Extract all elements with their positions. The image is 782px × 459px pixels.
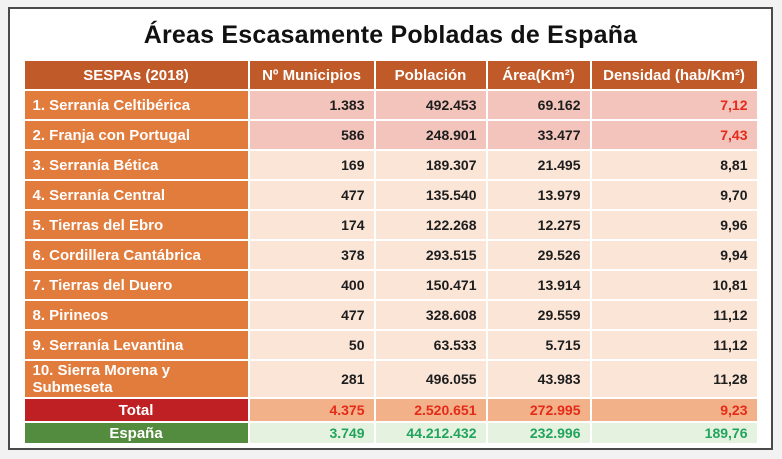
cell-area: 29.559 (487, 301, 590, 329)
table-row: 6. Cordillera Cantábrica 378 293.515 29.… (24, 241, 757, 269)
cell-area: 13.979 (487, 181, 590, 209)
cell-municipios: 586 (249, 121, 374, 149)
row-label: 3. Serranía Bética (24, 151, 248, 179)
cell-densidad: 9,96 (591, 211, 757, 239)
row-label: 8. Pirineos (24, 301, 248, 329)
cell-municipios: 1.383 (249, 91, 374, 119)
cell-densidad: 7,43 (591, 121, 757, 149)
table-row: 2. Franja con Portugal 586 248.901 33.47… (24, 121, 757, 149)
espana-poblacion: 44.212.432 (375, 423, 486, 443)
total-area: 272.995 (487, 399, 590, 421)
cell-poblacion: 293.515 (375, 241, 486, 269)
cell-poblacion: 189.307 (375, 151, 486, 179)
table-row: 8. Pirineos 477 328.608 29.559 11,12 (24, 301, 757, 329)
column-header-area: Área(Km²) (487, 61, 590, 89)
row-label: 9. Serranía Levantina (24, 331, 248, 359)
cell-municipios: 281 (249, 361, 374, 397)
espana-row: España 3.749 44.212.432 232.996 189,76 (24, 423, 757, 443)
cell-densidad: 11,28 (591, 361, 757, 397)
cell-poblacion: 150.471 (375, 271, 486, 299)
table-row: 9. Serranía Levantina 50 63.533 5.715 11… (24, 331, 757, 359)
table-row: 10. Sierra Morena y Submeseta 281 496.05… (24, 361, 757, 397)
page-title: Áreas Escasamente Pobladas de España (143, 21, 638, 49)
cell-municipios: 378 (249, 241, 374, 269)
row-label: 6. Cordillera Cantábrica (24, 241, 248, 269)
cell-densidad: 11,12 (591, 331, 757, 359)
total-municipios: 4.375 (249, 399, 374, 421)
cell-poblacion: 492.453 (375, 91, 486, 119)
cell-poblacion: 135.540 (375, 181, 486, 209)
espana-area: 232.996 (487, 423, 590, 443)
row-label: 1. Serranía Celtibérica (24, 91, 248, 119)
cell-densidad: 7,12 (591, 91, 757, 119)
cell-poblacion: 122.268 (375, 211, 486, 239)
cell-poblacion: 63.533 (375, 331, 486, 359)
header-row: SESPAs (2018) Nº Municipios Población Ár… (24, 61, 757, 89)
table-row: 5. Tierras del Ebro 174 122.268 12.275 9… (24, 211, 757, 239)
row-label: 5. Tierras del Ebro (24, 211, 248, 239)
cell-municipios: 477 (249, 301, 374, 329)
cell-municipios: 50 (249, 331, 374, 359)
table-row: 4. Serranía Central 477 135.540 13.979 9… (24, 181, 757, 209)
cell-poblacion: 328.608 (375, 301, 486, 329)
cell-area: 69.162 (487, 91, 590, 119)
cell-area: 5.715 (487, 331, 590, 359)
sespa-table: SESPAs (2018) Nº Municipios Población Ár… (22, 59, 759, 445)
cell-densidad: 9,70 (591, 181, 757, 209)
total-label: Total (24, 399, 248, 421)
espana-densidad: 189,76 (591, 423, 757, 443)
cell-area: 12.275 (487, 211, 590, 239)
row-label: 10. Sierra Morena y Submeseta (24, 361, 248, 397)
table-row: 3. Serranía Bética 169 189.307 21.495 8,… (24, 151, 757, 179)
cell-densidad: 8,81 (591, 151, 757, 179)
row-label: 7. Tierras del Duero (24, 271, 248, 299)
table-row: 7. Tierras del Duero 400 150.471 13.914 … (24, 271, 757, 299)
row-label: 2. Franja con Portugal (24, 121, 248, 149)
cell-area: 43.983 (487, 361, 590, 397)
column-header-densidad: Densidad (hab/Km²) (591, 61, 757, 89)
cell-area: 21.495 (487, 151, 590, 179)
cell-densidad: 9,94 (591, 241, 757, 269)
cell-area: 29.526 (487, 241, 590, 269)
table-row: 1. Serranía Celtibérica 1.383 492.453 69… (24, 91, 757, 119)
cell-poblacion: 248.901 (375, 121, 486, 149)
espana-label: España (24, 423, 248, 443)
cell-municipios: 400 (249, 271, 374, 299)
cell-densidad: 11,12 (591, 301, 757, 329)
cell-municipios: 477 (249, 181, 374, 209)
slide-frame: Áreas Escasamente Pobladas de España SES… (8, 7, 773, 450)
cell-poblacion: 496.055 (375, 361, 486, 397)
cell-densidad: 10,81 (591, 271, 757, 299)
cell-area: 13.914 (487, 271, 590, 299)
column-header-sespas: SESPAs (2018) (24, 61, 248, 89)
cell-area: 33.477 (487, 121, 590, 149)
cell-municipios: 174 (249, 211, 374, 239)
total-poblacion: 2.520.651 (375, 399, 486, 421)
column-header-poblacion: Población (375, 61, 486, 89)
column-header-municipios: Nº Municipios (249, 61, 374, 89)
espana-municipios: 3.749 (249, 423, 374, 443)
row-label: 4. Serranía Central (24, 181, 248, 209)
total-row: Total 4.375 2.520.651 272.995 9,23 (24, 399, 757, 421)
total-densidad: 9,23 (591, 399, 757, 421)
cell-municipios: 169 (249, 151, 374, 179)
